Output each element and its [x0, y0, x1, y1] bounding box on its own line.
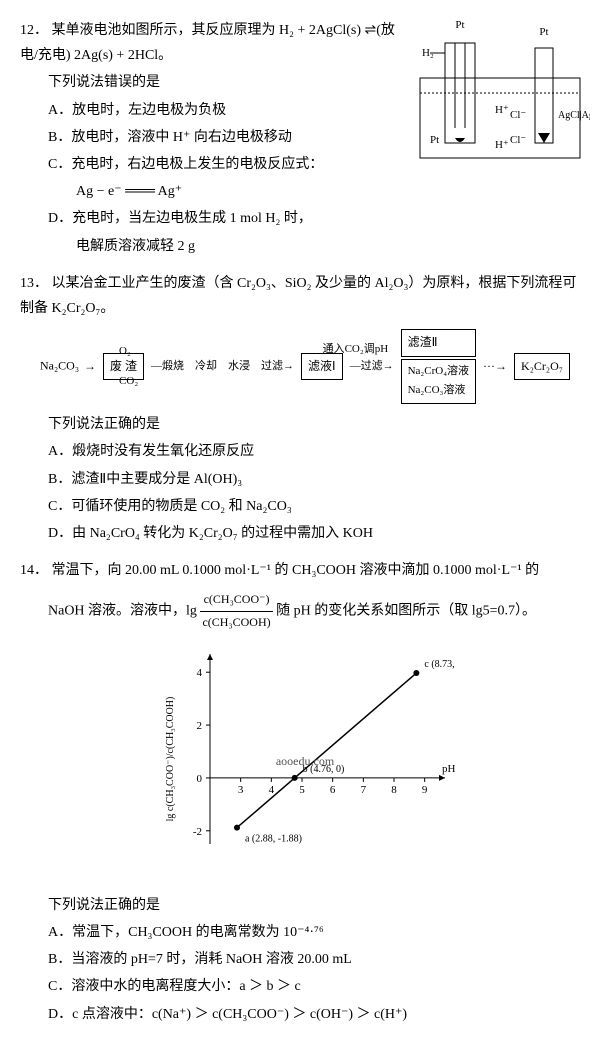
q13-option-c: C．可循环使用的物质是 CO₂ 和 Na₂CO₃ [48, 494, 590, 519]
flow-o2: O₂ [119, 342, 131, 362]
q13-prompt: 下列说法正确的是 [48, 412, 590, 437]
question-12: 12． 某单液电池如图所示，其反应原理为 H₂ + 2AgCl(s) ⇌(放电/… [20, 18, 590, 259]
q12-option-d2: 电解质溶液减轻 2 g [76, 234, 410, 259]
q12-stem: 某单液电池如图所示，其反应原理为 H₂ + 2AgCl(s) ⇌(放电/充电) … [20, 23, 395, 63]
svg-text:H⁺: H⁺ [495, 104, 509, 116]
q12-circuit-diagram: Pt H₂ Pt AgCl|Ag H⁺ Cl⁻ H⁺ Cl⁻ Pt [410, 18, 590, 259]
pt-label-2: Pt [539, 26, 548, 38]
q14-option-a: A．常温下，CH₃COOH 的电离常数为 10⁻⁴·⁷⁶ [48, 920, 590, 945]
q12-option-a: A．放电时，左边电极为负极 [48, 98, 410, 123]
flow-na2co3: Na₂CO₃ [40, 358, 79, 372]
svg-text:6: 6 [330, 783, 336, 795]
q14-frac-bot: c(CH₃COOH) [200, 612, 272, 634]
svg-text:-2: -2 [193, 825, 202, 837]
pt-label: Pt [455, 19, 464, 31]
q14-frac-top: c(CH₃COO⁻) [200, 589, 272, 612]
q12-prompt: 下列说法错误的是 [48, 70, 410, 95]
svg-text:3: 3 [238, 783, 244, 795]
q13-option-d: D．由 Na₂CrO₄ 转化为 K₂Cr₂O₇ 的过程中需加入 KOH [48, 521, 590, 546]
q14-stem1: 常温下，向 20.00 mL 0.1000 mol·L⁻¹ 的 CH₃COOH … [52, 563, 540, 578]
flow-co2-adjust: 通入CO₂调pH [323, 340, 389, 360]
q14-number: 14． [20, 563, 48, 578]
q12-option-d1: D．充电时，当左边电极生成 1 mol H₂ 时， [48, 206, 410, 231]
watermark: aooedu.com [276, 751, 334, 773]
q14-option-c: C．溶液中水的电离程度大小：a ＞ b ＞ c [48, 974, 590, 999]
svg-text:8: 8 [391, 783, 397, 795]
svg-text:9: 9 [422, 783, 428, 795]
svg-text:c (8.73, 3.97): c (8.73, 3.97) [424, 659, 455, 670]
svg-text:7: 7 [361, 783, 367, 795]
svg-text:Cl⁻: Cl⁻ [510, 134, 526, 146]
svg-text:2: 2 [197, 720, 203, 732]
flow-box-solution: Na₂CrO₄溶液 Na₂CO₃溶液 [401, 359, 476, 405]
svg-text:lg c(CH₃COO⁻)/c(CH₃COOH): lg c(CH₃COO⁻)/c(CH₃COOH) [165, 696, 176, 821]
svg-text:0: 0 [197, 772, 203, 784]
agcl-label: AgCl|Ag [558, 110, 590, 121]
flow-co2: CO₂ [119, 372, 138, 392]
q13-number: 13． [20, 276, 48, 291]
question-14: 14． 常温下，向 20.00 mL 0.1000 mol·L⁻¹ 的 CH₃C… [20, 558, 590, 1027]
svg-text:5: 5 [299, 783, 305, 795]
svg-text:Pt: Pt [430, 134, 439, 146]
svg-text:4: 4 [269, 783, 275, 795]
q14-chart: 3 4 5 6 7 8 9 -2 0 2 4 pH lg c(CH₃COO⁻)/c(CH₃COOH) a … [20, 644, 590, 883]
q12-option-b: B．放电时，溶液中 H⁺ 向右边电极移动 [48, 125, 410, 150]
q13-flowchart: Na₂CO₃ → 废 渣 O₂ CO₂ —煅烧 冷却 水浸 过滤→ 滤液Ⅰ 通入… [40, 329, 590, 404]
q14-prompt: 下列说法正确的是 [48, 893, 590, 918]
q14-stem2a: NaOH 溶液。溶液中，lg [48, 604, 197, 619]
q12-option-c-eq: Ag − e⁻ ═══ Ag⁺ [76, 179, 410, 204]
q12-option-c: C．充电时，右边电极上发生的电极反应式： [48, 152, 410, 177]
svg-text:H⁺: H⁺ [495, 139, 509, 151]
q14-option-b: B．当溶液的 pH=7 时，消耗 NaOH 溶液 20.00 mL [48, 947, 590, 972]
flow-box-residue2: 滤渣Ⅱ [401, 329, 476, 357]
svg-text:a (2.88, -1.88): a (2.88, -1.88) [245, 833, 302, 844]
question-13: 13． 以某冶金工业产生的废渣（含 Cr₂O₃、SiO₂ 及少量的 Al₂O₃）… [20, 271, 590, 547]
q14-stem2b: 随 pH 的变化关系如图所示（取 lg5=0.7）。 [276, 604, 536, 619]
q14-option-d: D．c 点溶液中：c(Na⁺) ＞ c(CH₃COO⁻) ＞ c(OH⁻) ＞ … [48, 1002, 590, 1027]
q13-option-b: B．滤渣Ⅱ中主要成分是 Al(OH)₃ [48, 467, 590, 492]
svg-text:Cl⁻: Cl⁻ [510, 109, 526, 121]
svg-text:pH: pH [442, 762, 455, 774]
svg-text:4: 4 [197, 667, 203, 679]
q12-number: 12． [20, 23, 48, 38]
flow-box-product: K₂Cr₂O₇ [514, 353, 570, 381]
q13-option-a: A．煅烧时没有发生氧化还原反应 [48, 439, 590, 464]
q13-stem: 以某冶金工业产生的废渣（含 Cr₂O₃、SiO₂ 及少量的 Al₂O₃）为原料，… [20, 276, 576, 316]
